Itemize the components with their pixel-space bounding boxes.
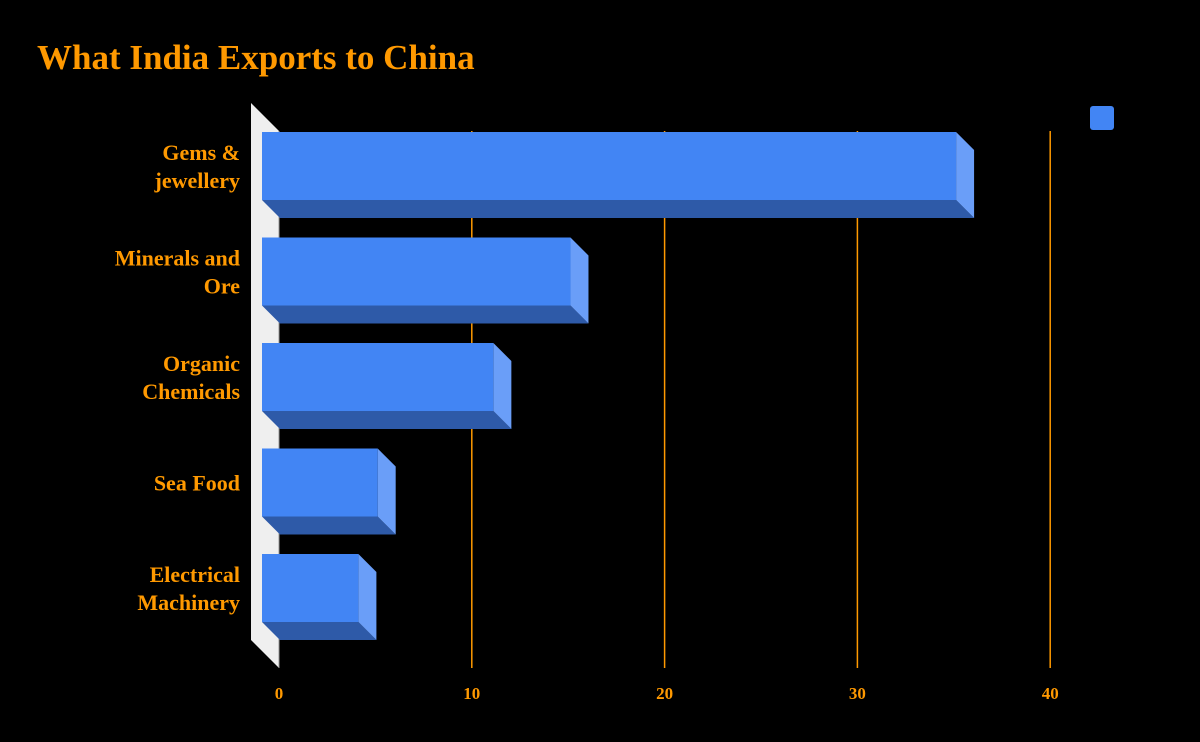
bar-bottom-face	[262, 305, 589, 324]
y-category-label: Minerals and	[115, 246, 240, 271]
bar-bottom-face	[262, 411, 512, 429]
chart-title: What India Exports to China	[37, 38, 475, 77]
x-tick-label: 40	[1042, 684, 1059, 703]
bar	[262, 448, 378, 517]
bar	[262, 343, 494, 411]
legend-swatch	[1090, 106, 1114, 130]
bar-bottom-face	[262, 200, 975, 218]
x-tick-label: 0	[275, 684, 284, 703]
x-tick-label: 20	[656, 684, 673, 703]
y-category-label: Gems &	[162, 140, 240, 165]
bar-bottom-face	[262, 516, 396, 535]
y-category-label: Machinery	[137, 590, 240, 615]
y-category-label: Organic	[163, 351, 240, 376]
bar-bottom-face	[262, 622, 377, 640]
bar-side-face	[570, 237, 589, 324]
bar-side-face	[377, 448, 396, 535]
bar	[262, 554, 359, 622]
y-category-label: Ore	[204, 274, 240, 299]
y-category-label: Chemicals	[142, 379, 240, 404]
bar-side-face	[493, 343, 512, 429]
bar	[262, 237, 571, 306]
bar	[262, 132, 957, 200]
bar-side-face	[358, 554, 377, 640]
x-tick-label: 10	[463, 684, 480, 703]
x-tick-label: 30	[849, 684, 866, 703]
bar-side-face	[956, 132, 975, 218]
y-category-label: Electrical	[150, 562, 240, 587]
y-category-label: jewellery	[154, 168, 241, 193]
y-category-label: Sea Food	[154, 471, 240, 496]
